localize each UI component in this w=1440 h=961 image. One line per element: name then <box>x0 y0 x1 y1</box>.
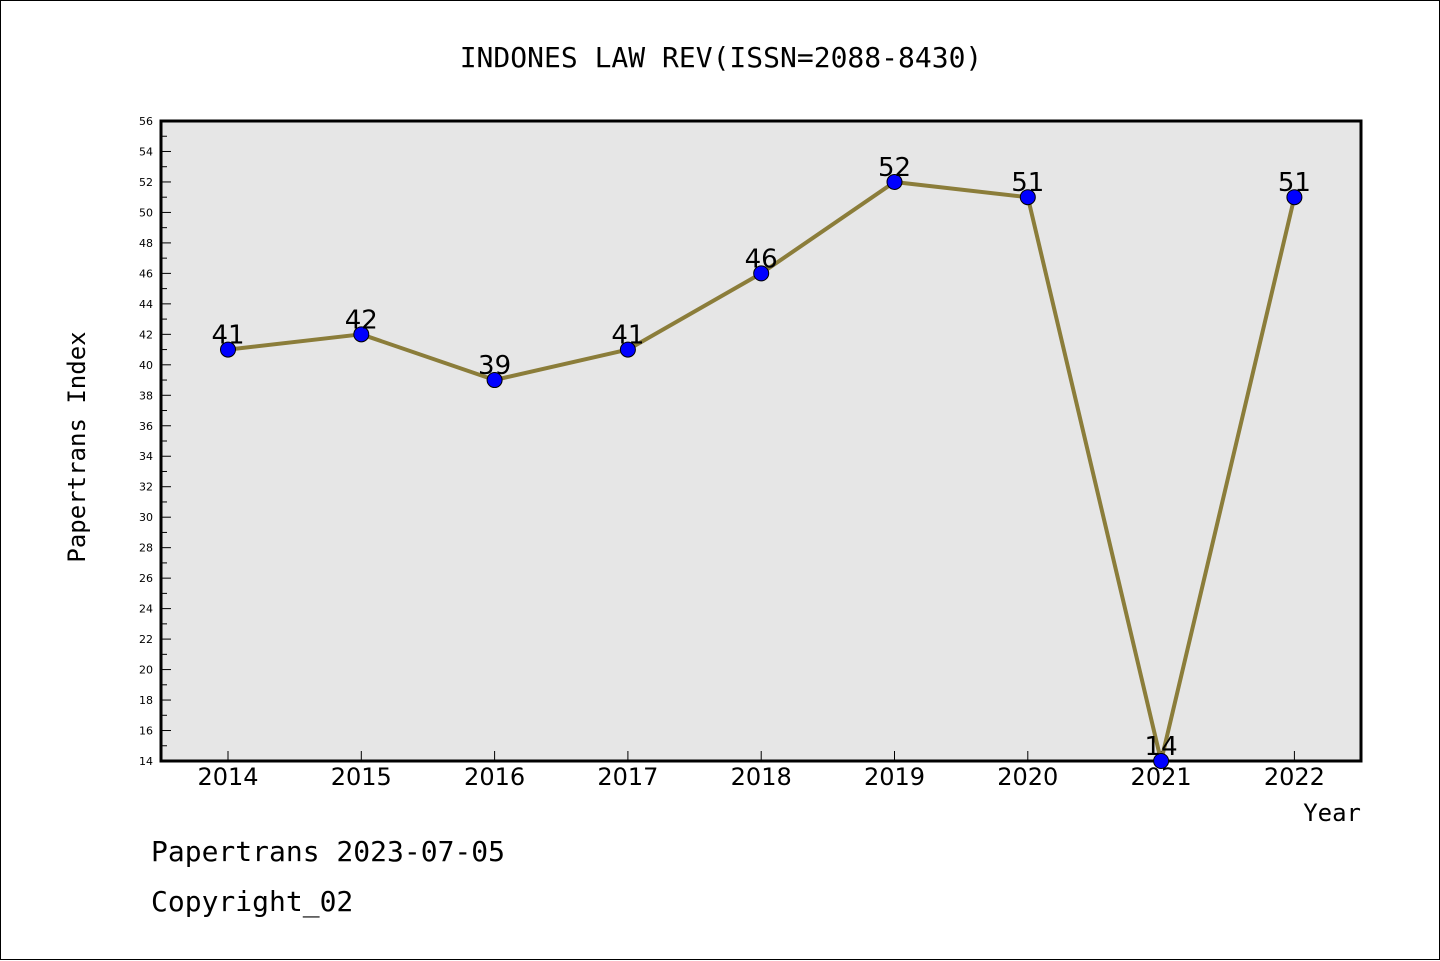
x-tick-label: 2022 <box>1264 763 1325 791</box>
y-tick-label: 52 <box>139 176 153 189</box>
y-tick-label: 18 <box>139 694 153 707</box>
data-point <box>486 372 503 389</box>
chart-title: INDONES LAW REV(ISSN=2088-8430) <box>460 41 983 74</box>
x-tick-label: 2018 <box>731 763 792 791</box>
x-tick-label: 2016 <box>464 763 525 791</box>
y-axis-title: Papertrans Index <box>63 331 91 562</box>
data-label: 14 <box>1145 732 1178 762</box>
data-point <box>220 341 236 358</box>
y-tick-label: 16 <box>139 725 153 738</box>
data-label: 41 <box>611 321 644 351</box>
data-label: 51 <box>1011 168 1044 198</box>
x-tick-label: 2017 <box>597 763 658 791</box>
x-axis-title: Year <box>1303 799 1361 827</box>
y-tick-label: 48 <box>139 237 153 250</box>
data-label-layer: 41 42 39 41 46 52 51 14 51 <box>211 153 1310 762</box>
y-tick-label: 46 <box>139 267 153 280</box>
x-tick-label: 2020 <box>997 763 1058 791</box>
y-tick-label: 20 <box>139 664 153 677</box>
data-point <box>753 265 770 282</box>
data-point <box>886 173 903 190</box>
data-label: 52 <box>878 153 911 183</box>
y-tick-label: 28 <box>139 542 153 555</box>
data-label: 41 <box>211 321 244 351</box>
y-tick-label: 54 <box>139 145 153 158</box>
data-point <box>353 326 370 343</box>
y-tick-label: 32 <box>139 481 153 494</box>
y-tick-label: 38 <box>139 389 153 402</box>
y-tick-label: 36 <box>139 420 153 433</box>
footer-copyright-label: Copyright_02 <box>151 885 354 918</box>
y-tick-label: 56 <box>139 115 153 128</box>
plot-area <box>159 119 1363 763</box>
x-tick-label: 2015 <box>331 763 392 791</box>
y-tick-label: 26 <box>139 572 153 585</box>
y-tick-label: 22 <box>139 633 153 646</box>
footer-date-label: Papertrans 2023-07-05 <box>151 835 506 868</box>
marker-layer <box>220 173 1303 769</box>
y-tick-label: 50 <box>139 206 153 219</box>
x-tick-label: 2014 <box>197 763 258 791</box>
x-axis: 2014 2015 2016 2017 2018 2019 2020 2021 2022 <box>197 751 1325 791</box>
data-point <box>1153 753 1170 769</box>
x-tick-label: 2019 <box>864 763 925 791</box>
data-label: 51 <box>1278 168 1311 198</box>
y-tick-label: 30 <box>139 511 153 524</box>
y-tick-label: 34 <box>139 450 153 463</box>
y-tick-label: 44 <box>139 298 153 311</box>
y-axis: 14 16 18 20 22 24 26 28 30 32 34 36 38 40 42 44 46 48 50 52… <box>139 115 171 768</box>
data-point <box>619 341 636 358</box>
y-tick-label: 40 <box>139 359 153 372</box>
data-label: 46 <box>745 244 778 274</box>
data-point <box>1286 189 1303 206</box>
y-tick-label: 24 <box>139 603 153 616</box>
data-point <box>1019 189 1036 206</box>
y-tick-label: 14 <box>139 755 153 768</box>
data-label: 42 <box>345 305 378 335</box>
data-label: 39 <box>478 351 511 381</box>
y-tick-label: 42 <box>139 328 153 341</box>
